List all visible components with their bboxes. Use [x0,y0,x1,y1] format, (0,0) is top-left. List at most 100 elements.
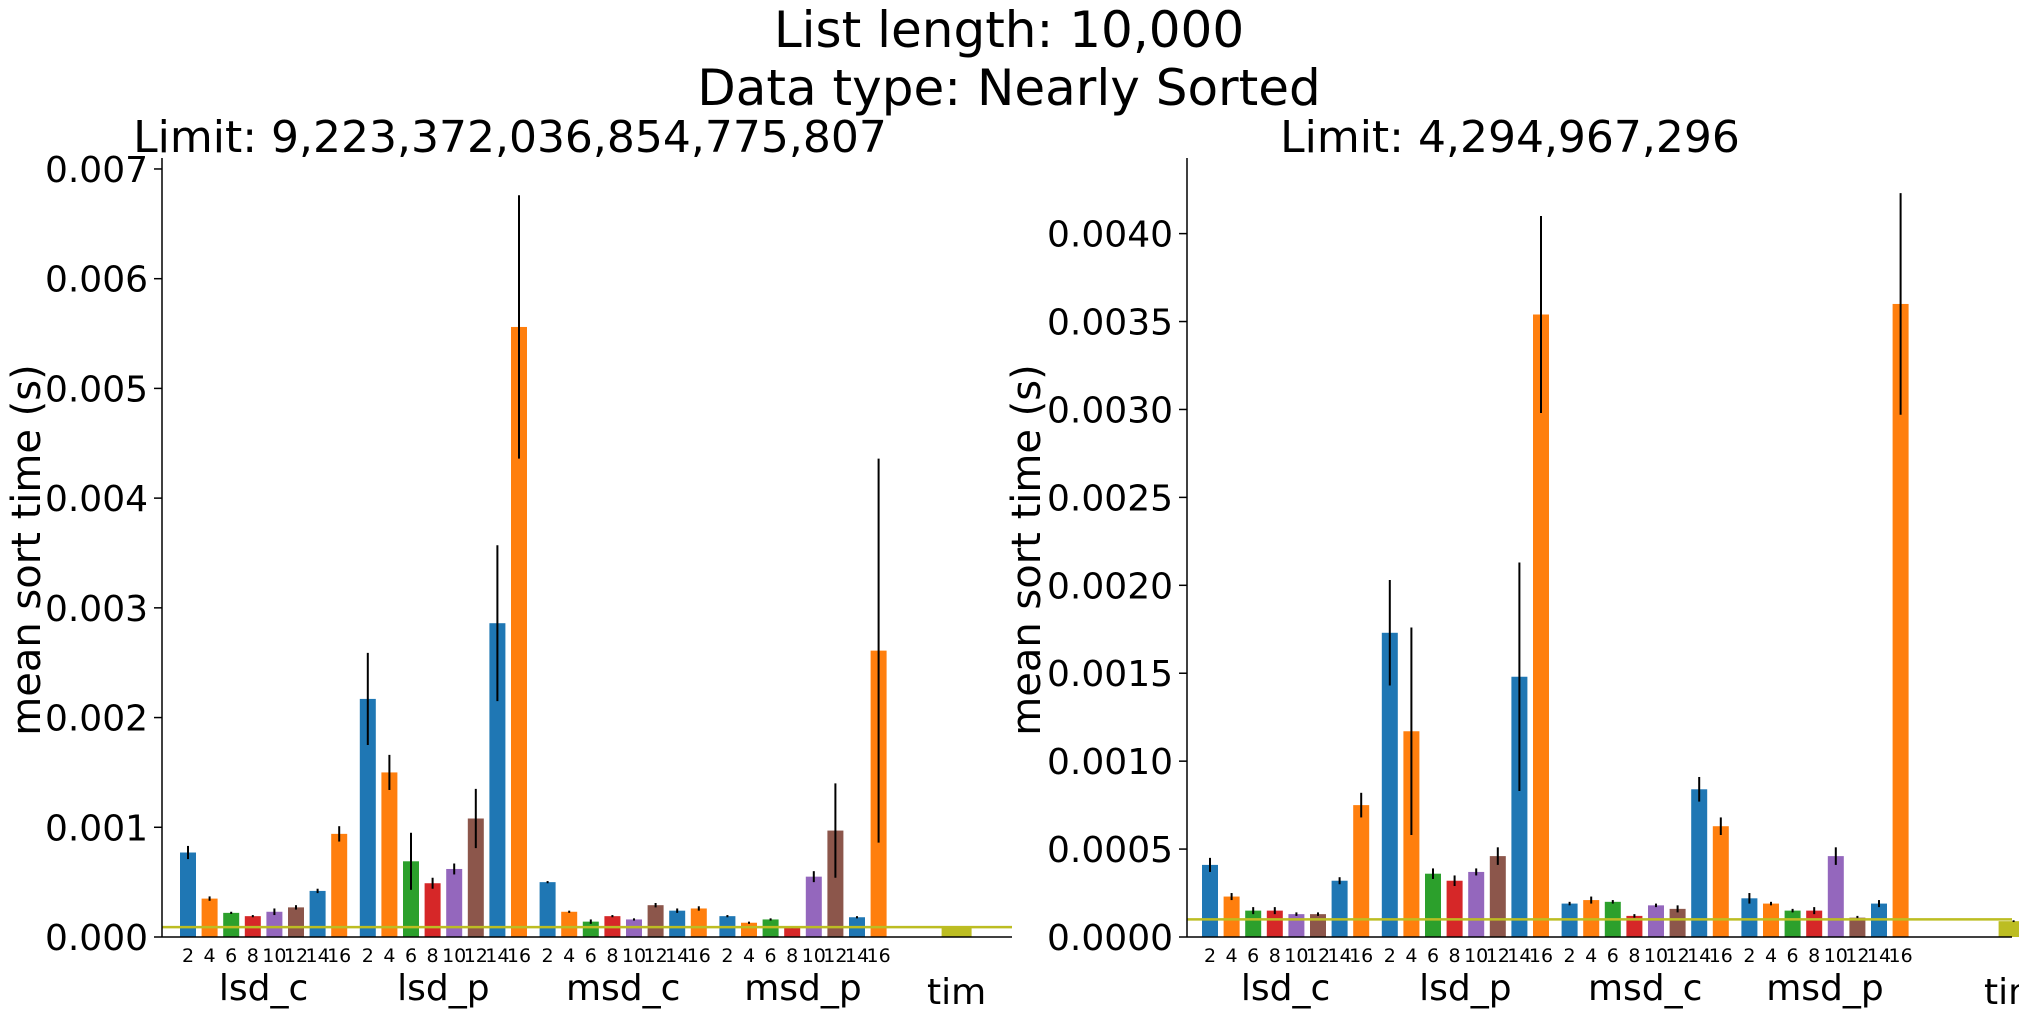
bar-lsd_p-14 [1511,676,1528,937]
y-tick-label: 0.0020 [1047,566,1173,607]
x-tick-label: 2 [542,945,554,967]
group-label-lsd_p: lsd_p [1419,968,1511,1009]
x-tick-label: 10 [802,945,826,967]
y-tick-label: 0.003 [45,589,148,630]
bar-lsd_c-8 [1266,910,1283,937]
x-tick-label: 16 [867,945,891,967]
x-tick-label: 14 [1328,945,1352,967]
panel-title: Limit: 9,223,372,036,854,775,807 [133,112,887,163]
x-tick-label: 8 [427,945,439,967]
x-tick-label: 10 [1824,945,1848,967]
bar-lsd_p-14 [489,623,506,937]
x-tick-label: 2 [362,945,374,967]
x-tick-label: 6 [765,945,777,967]
bar-msd_c-4 [561,911,578,937]
bar-lsd_c-4 [1223,896,1240,937]
x-tick-label: 4 [563,945,575,967]
x-tick-label: 12 [823,945,847,967]
x-tick-label: 16 [1349,945,1373,967]
x-tick-label: 12 [284,945,308,967]
x-tick-label: 8 [1449,945,1461,967]
bar-msd_p-8 [784,927,801,937]
group-label-tim: tim [1984,972,2019,1013]
y-tick-label: 0.0040 [1047,215,1173,256]
y-tick-label: 0.000 [45,918,148,959]
x-tick-label: 12 [1845,945,1869,967]
group-label-lsd_c: lsd_c [1241,968,1330,1009]
x-tick-label: 10 [262,945,286,967]
x-tick-label: 8 [247,945,259,967]
y-tick-label: 0.001 [45,808,148,849]
bar-lsd_p-6 [1425,873,1441,937]
x-tick-label: 12 [644,945,668,967]
x-tick-label: 14 [306,945,330,967]
bar-lsd_p-12 [1489,856,1506,937]
figure-title-line2: Data type: Nearly Sorted [697,59,1320,117]
x-tick-label: 4 [1226,945,1238,967]
x-tick-label: 6 [1787,945,1799,967]
bar-msd_p-2 [1741,898,1758,937]
x-tick-label: 8 [1808,945,1820,967]
bar-lsd_c-14 [309,890,326,937]
x-tick-label: 8 [1628,945,1640,967]
x-tick-label: 10 [1464,945,1488,967]
bar-msd_p-12 [1849,917,1866,937]
x-tick-label: 16 [687,945,711,967]
group-label-lsd_p: lsd_p [397,968,489,1009]
x-tick-label: 14 [1507,945,1531,967]
group-label-lsd_c: lsd_c [219,968,308,1009]
x-tick-label: 14 [665,945,689,967]
bar-lsd_p-16 [511,326,527,937]
x-tick-label: 14 [845,945,869,967]
x-tick-label: 4 [1765,945,1777,967]
bar-msd_c-14 [669,910,686,937]
bar-lsd_c-14 [1331,880,1348,937]
x-tick-label: 2 [1384,945,1396,967]
x-tick-label: 6 [225,945,237,967]
x-tick-label: 6 [1607,945,1619,967]
group-label-tim: tim [927,972,986,1013]
x-tick-label: 14 [1867,945,1891,967]
x-tick-label: 12 [464,945,488,967]
bar-lsd_c-2 [1202,864,1218,937]
bar-msd_c-12 [647,905,664,937]
bar-msd_c-12 [1669,908,1686,937]
y-tick-label: 0.0035 [1047,303,1173,344]
bar-msd_p-4 [741,922,757,937]
x-tick-label: 2 [1564,945,1576,967]
y-tick-label: 0.0010 [1047,742,1173,783]
y-tick-label: 0.006 [45,260,148,301]
x-tick-label: 10 [622,945,646,967]
bar-lsd_c-16 [1353,805,1370,937]
bar-msd_p-10 [1827,856,1844,937]
y-tick-label: 0.007 [45,150,148,191]
bar-lsd_c-10 [1288,914,1305,937]
bar-msd_c-14 [1691,789,1708,937]
group-label-msd_c: msd_c [566,968,680,1009]
bar-msd_c-2 [539,882,556,937]
bar-lsd_p-4 [381,772,398,937]
y-tick-label: 0.0025 [1047,478,1173,519]
x-tick-label: 4 [1585,945,1597,967]
y-tick-label: 0.005 [45,369,148,410]
x-tick-label: 16 [1709,945,1733,967]
x-tick-label: 8 [786,945,798,967]
x-tick-label: 2 [182,945,194,967]
x-tick-label: 16 [327,945,351,967]
bar-lsd_c-4 [201,898,218,937]
x-tick-label: 6 [585,945,597,967]
bar-lsd_c-6 [1245,910,1262,937]
x-tick-label: 2 [1743,945,1755,967]
bar-msd_p-6 [1784,910,1801,937]
y-tick-label: 0.0000 [1047,918,1173,959]
bar-msd_p-16 [1892,303,1909,937]
group-label-msd_p: msd_p [744,968,862,1009]
bar-lsd_p-8 [424,883,441,937]
bar-lsd_p-6 [403,861,419,937]
panel-left: Limit: 9,223,372,036,854,775,807 mean sor… [4,112,1012,1013]
y-tick-label: 0.0005 [1047,830,1173,871]
bar-lsd_p-8 [1446,880,1463,937]
x-tick-label: 14 [485,945,509,967]
